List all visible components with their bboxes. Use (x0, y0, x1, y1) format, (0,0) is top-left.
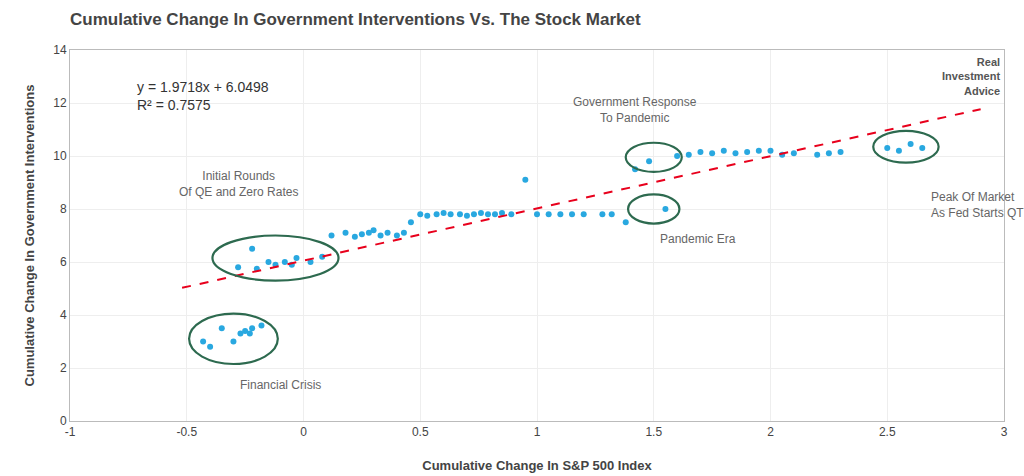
svg-text:Cumulative Change In S&P 500 I: Cumulative Change In S&P 500 Index (422, 458, 652, 473)
svg-text:2.5: 2.5 (879, 425, 896, 439)
svg-text:14: 14 (53, 43, 67, 57)
svg-text:4: 4 (60, 308, 67, 322)
svg-text:Cumulative Change In Governmen: Cumulative Change In Government Interven… (22, 85, 37, 387)
svg-text:8: 8 (60, 202, 67, 216)
svg-text:Initial RoundsOf QE and Zero R: Initial RoundsOf QE and Zero Rates (179, 169, 298, 199)
svg-text:Cumulative Change In Governmen: Cumulative Change In Government Interven… (70, 10, 641, 29)
svg-text:Pandemic Era: Pandemic Era (660, 232, 736, 246)
svg-text:0: 0 (300, 425, 307, 439)
svg-text:0.5: 0.5 (412, 425, 429, 439)
svg-text:2: 2 (767, 425, 774, 439)
svg-text:10: 10 (53, 149, 67, 163)
svg-text:y = 1.9718x + 6.0498R² = 0.757: y = 1.9718x + 6.0498R² = 0.7575 (137, 79, 269, 113)
svg-text:12: 12 (53, 96, 67, 110)
svg-text:1.5: 1.5 (645, 425, 662, 439)
svg-text:Financial Crisis: Financial Crisis (240, 378, 321, 392)
svg-text:Peak Of MarketAs Fed Starts QT: Peak Of MarketAs Fed Starts QT (931, 190, 1024, 220)
svg-text:3: 3 (1001, 425, 1008, 439)
svg-text:6: 6 (60, 255, 67, 269)
svg-text:2: 2 (60, 361, 67, 375)
svg-text:Government ResponseTo Pandemic: Government ResponseTo Pandemic (573, 95, 697, 125)
svg-text:0: 0 (60, 414, 67, 428)
svg-text:1: 1 (534, 425, 541, 439)
svg-text:-0.5: -0.5 (176, 425, 197, 439)
svg-text:-1: -1 (65, 425, 76, 439)
svg-text:RealInvestmentAdvice: RealInvestmentAdvice (942, 56, 1000, 97)
